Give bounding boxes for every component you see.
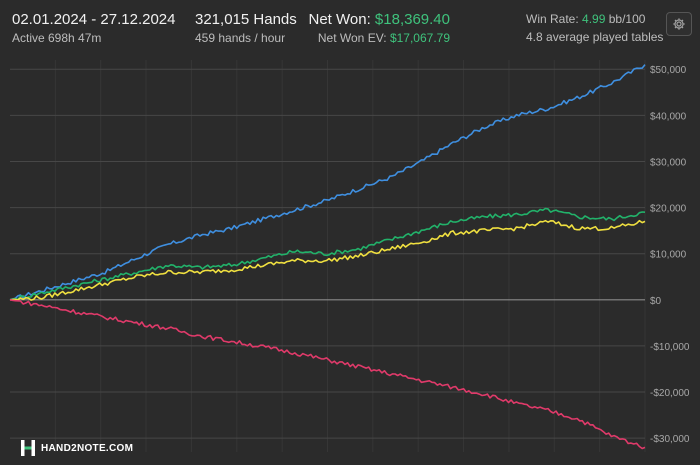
series-line [9, 219, 646, 301]
series-line [9, 64, 646, 301]
win-rate-unit: bb/100 [608, 12, 646, 26]
average-tables: 4.8 average played tables [526, 30, 664, 44]
series-line [9, 207, 646, 301]
active-time: Active 698h 47m [12, 31, 102, 45]
y-tick-label: -$30,000 [650, 434, 690, 445]
y-tick-label: $40,000 [650, 111, 687, 122]
hand2note-logo-icon [21, 440, 35, 456]
logo-text: HAND2NOTE.COM [41, 442, 134, 454]
series-line [9, 299, 646, 450]
y-tick-label: -$10,000 [650, 342, 690, 353]
net-won-label: Net Won: [308, 11, 371, 28]
win-rate: Win Rate: 4.99 bb/100 [526, 12, 645, 26]
hand2note-logo: HAND2NOTE.COM [20, 439, 133, 457]
date-range[interactable]: 02.01.2024 - 27.12.2024 [12, 11, 176, 28]
y-tick-label: -$20,000 [650, 388, 690, 399]
y-tick-label: $50,000 [650, 65, 687, 76]
net-won: Net Won: $18,369.40 [309, 11, 451, 28]
net-won-ev: Net Won EV: $17,067.79 [318, 31, 450, 45]
stats-header: 02.01.2024 - 27.12.2024 Active 698h 47m … [0, 0, 700, 50]
y-tick-label: $20,000 [650, 204, 687, 215]
profit-graph[interactable]: $50,000 $40,000 $30,000 $20,000 $10,000 $0 -$1… [0, 52, 700, 460]
settings-button[interactable] [666, 12, 692, 36]
win-rate-value: 4.99 [582, 12, 606, 26]
hands-count: 321,015 Hands [195, 11, 297, 28]
profit-chart-svg: $50,000 $40,000 $30,000 $20,000 $10,000 $0 -$1… [9, 60, 690, 452]
y-tick-label: $30,000 [650, 157, 687, 168]
net-won-ev-label: Net Won EV: [317, 31, 387, 45]
hands-per-hour: 459 hands / hour [195, 31, 286, 45]
y-tick-label: $0 [650, 296, 662, 307]
gear-icon [673, 18, 685, 30]
y-tick-label: $10,000 [650, 250, 687, 261]
win-rate-label: Win Rate: [526, 12, 579, 26]
net-won-value: $18,369.40 [374, 11, 450, 28]
net-won-ev-value: $17,067.79 [389, 31, 450, 45]
